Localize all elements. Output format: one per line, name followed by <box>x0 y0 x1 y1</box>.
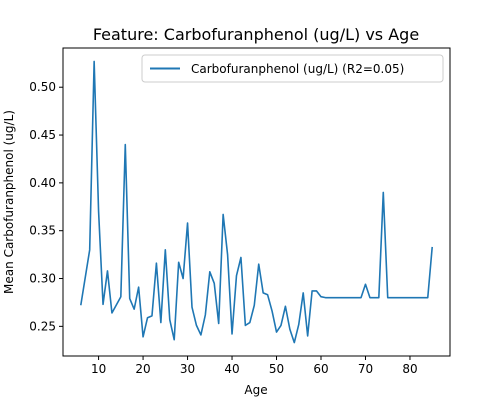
x-tick-label: 40 <box>224 362 239 376</box>
y-axis: 0.25 0.30 0.35 0.40 0.45 0.50 <box>29 80 63 333</box>
legend-box <box>141 54 444 83</box>
x-tick-label: 50 <box>269 362 284 376</box>
y-tick-label: 0.45 <box>29 128 56 142</box>
x-tick-label: 20 <box>135 362 150 376</box>
chart-title: Feature: Carbofuranphenol (ug/L) vs Age <box>93 25 419 44</box>
legend: Carbofuranphenol (ug/L) (R2=0.05) <box>141 54 444 83</box>
y-tick-label: 0.35 <box>29 224 56 238</box>
x-tick-label: 30 <box>180 362 195 376</box>
x-axis: 10 20 30 40 50 60 70 80 <box>91 356 418 376</box>
legend-entry-label: Carbofuranphenol (ug/L) (R2=0.05) <box>191 62 404 76</box>
series-line <box>80 60 434 344</box>
plot-area <box>63 48 450 356</box>
x-axis-label: Age <box>244 383 267 397</box>
plot-frame <box>62 47 451 357</box>
y-tick-label: 0.30 <box>29 272 56 286</box>
series-layer <box>80 60 434 344</box>
x-tick-label: 70 <box>358 362 373 376</box>
x-tick-label: 80 <box>402 362 417 376</box>
y-tick-label: 0.50 <box>29 80 56 94</box>
x-tick-label: 60 <box>313 362 328 376</box>
y-tick-label: 0.40 <box>29 176 56 190</box>
y-axis-label: Mean Carbofuranphenol (ug/L) <box>2 110 16 294</box>
x-tick-label: 10 <box>91 362 106 376</box>
y-tick-label: 0.25 <box>29 319 56 333</box>
